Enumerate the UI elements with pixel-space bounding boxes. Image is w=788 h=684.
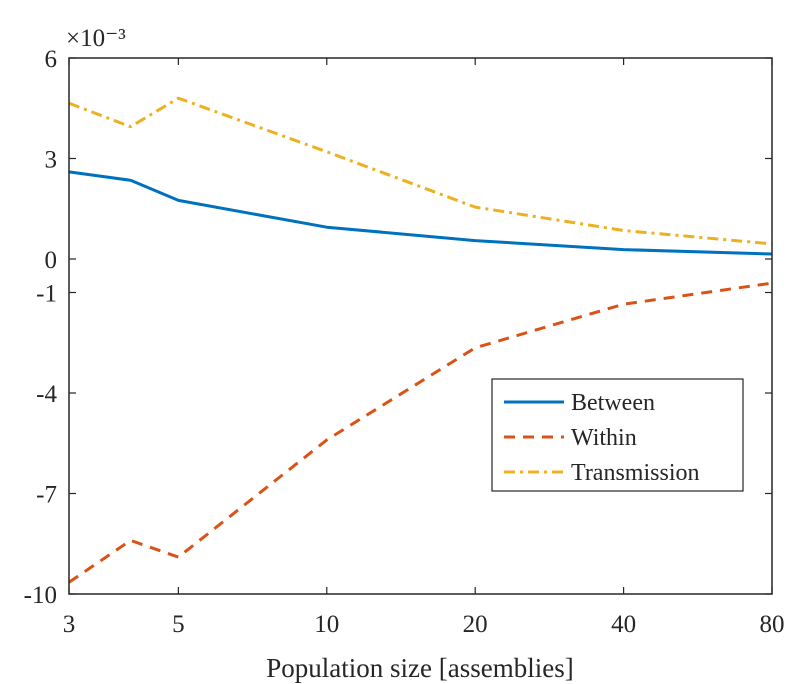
- y-tick-label: -10: [24, 582, 57, 609]
- x-tick-label: 80: [760, 611, 785, 638]
- legend-entries: Between Within Transmission: [504, 390, 699, 486]
- x-tick-label: 20: [463, 611, 488, 638]
- series-line-transmission: [68, 96, 773, 246]
- x-tick-label: 3: [63, 611, 76, 638]
- ticks-layer: 3 5 10 20 40 80 6 3 0 -1 -4 -7 -10: [24, 46, 785, 638]
- legend: Between Within Transmission: [491, 378, 744, 492]
- x-tick-label: 10: [314, 611, 339, 638]
- y-tick-label: 0: [45, 247, 58, 274]
- plot-frame: [68, 57, 773, 595]
- y-tick-label: 3: [45, 147, 58, 174]
- legend-label-between: Between: [571, 390, 655, 416]
- y-exponent-label: ×10⁻³: [66, 25, 126, 52]
- y-tick-label: 6: [45, 46, 58, 73]
- series-layer: [68, 96, 773, 584]
- x-tick-label: 5: [172, 611, 185, 638]
- y-tick-label: -4: [36, 381, 57, 408]
- plot-background: [69, 58, 772, 594]
- series-line-between: [68, 170, 773, 256]
- legend-label-within: Within: [571, 425, 637, 451]
- x-tick-label: 40: [611, 611, 636, 638]
- series-line-within: [68, 281, 773, 584]
- legend-label-transmission: Transmission: [571, 460, 699, 486]
- y-tick-label: -7: [36, 482, 57, 509]
- y-tick-label: -1: [36, 281, 57, 308]
- x-axis-label: Population size [assemblies]: [266, 653, 573, 683]
